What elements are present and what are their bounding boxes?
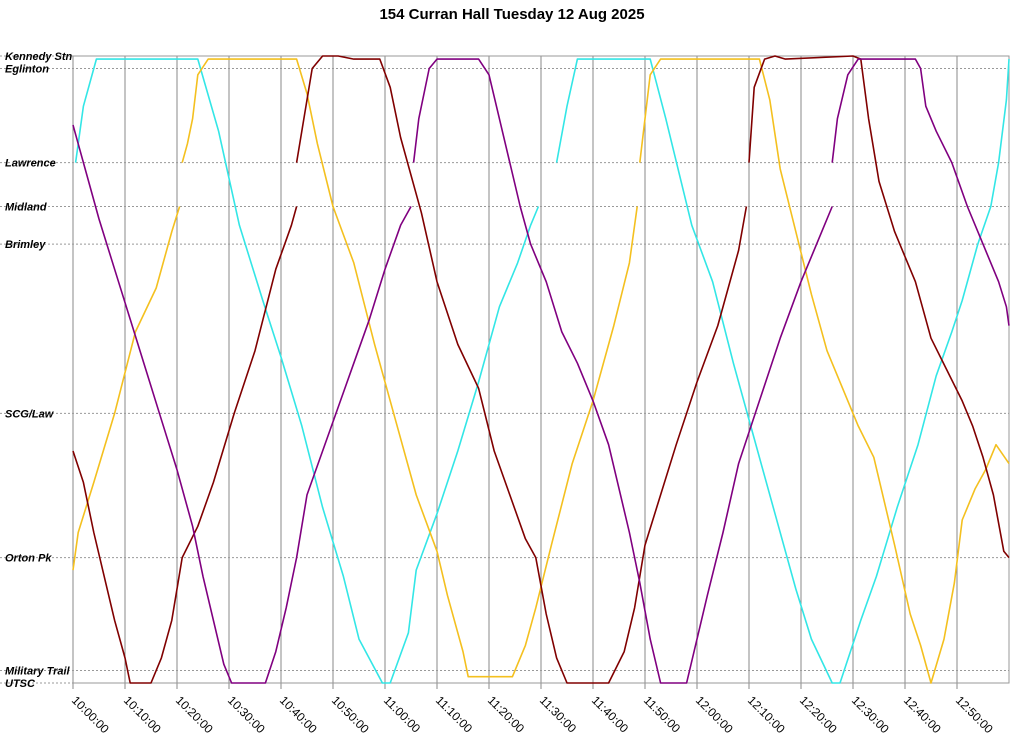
stop-label: Eglinton	[5, 64, 49, 76]
x-tick-label: 12:50:00	[953, 693, 996, 736]
trip-line	[72, 206, 181, 571]
trip-line	[74, 58, 540, 684]
trip-line	[748, 55, 1010, 559]
x-tick-label: 10:50:00	[329, 693, 372, 736]
x-tick-label: 10:30:00	[225, 693, 268, 736]
x-tick-labels: 10:00:00 10:10:00 10:20:00 10:30:00 10:40:00…	[69, 693, 996, 736]
x-tick-label: 11:20:00	[485, 693, 528, 736]
horizontal-gridlines	[0, 55, 1009, 684]
x-tick-label: 12:20:00	[797, 693, 840, 736]
stop-label: Orton Pk	[5, 553, 52, 565]
stop-label: Brimley	[5, 239, 46, 251]
x-tick-label: 10:10:00	[121, 693, 164, 736]
x-tick-label: 12:30:00	[849, 693, 892, 736]
x-tick-label: 12:10:00	[745, 693, 788, 736]
trip-line	[831, 58, 1010, 326]
stop-label: SCG/Law	[5, 408, 55, 420]
trip-line	[72, 124, 412, 684]
x-tick-label: 12:00:00	[693, 693, 736, 736]
x-tick-label: 11:40:00	[589, 693, 632, 736]
trip-line	[181, 58, 638, 678]
x-tick-label: 11:10:00	[433, 693, 476, 736]
trip-line	[412, 58, 833, 684]
x-tick-label: 10:40:00	[277, 693, 320, 736]
stop-label: Military Trail	[5, 665, 71, 677]
x-tick-label: 10:00:00	[69, 693, 112, 736]
stop-label: Kennedy Stn	[5, 51, 73, 63]
x-tick-label: 11:00:00	[381, 693, 424, 736]
vertical-gridlines	[72, 55, 1010, 689]
trip-line	[555, 58, 1010, 684]
chart-title: 154 Curran Hall Tuesday 12 Aug 2025	[379, 6, 645, 23]
stop-label: Lawrence	[5, 158, 56, 170]
x-tick-label: 10:20:00	[173, 693, 216, 736]
trip-line	[295, 55, 748, 684]
x-tick-label: 11:50:00	[641, 693, 684, 736]
trip-line	[639, 58, 1010, 684]
x-tick-label: 11:30:00	[537, 693, 580, 736]
series-lines	[72, 55, 1010, 684]
stop-label: Midland	[5, 201, 47, 213]
trip-line	[72, 206, 298, 684]
stop-label: UTSC	[5, 678, 36, 690]
x-tick-label: 12:40:00	[901, 693, 944, 736]
